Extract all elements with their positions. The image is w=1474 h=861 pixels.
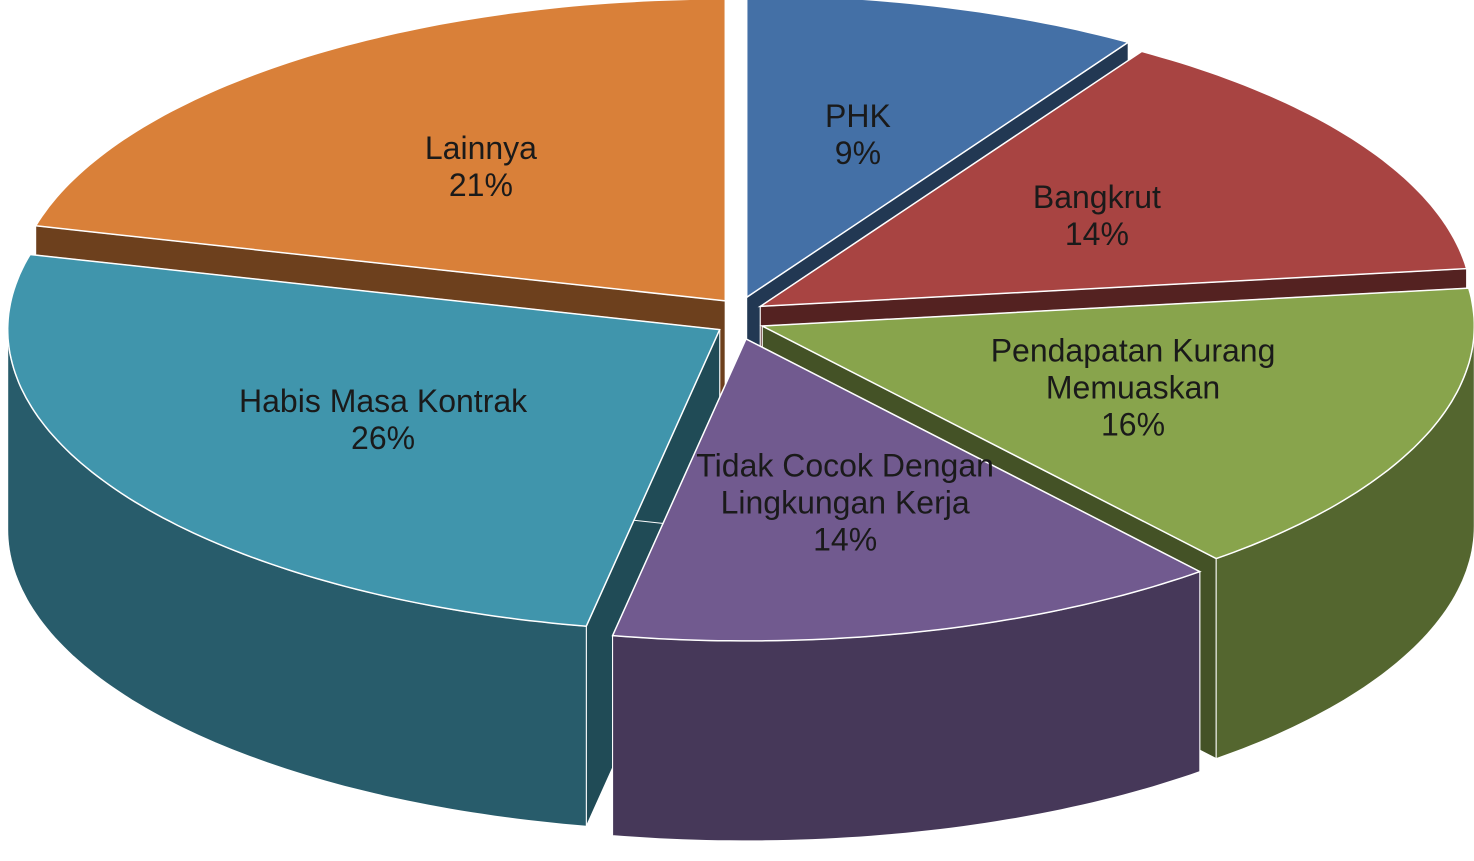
slice — [757, 50, 1468, 308]
value-label: 26% — [351, 420, 416, 457]
value-label: 9% — [834, 134, 882, 171]
slice-label: Lainnya 21% — [351, 130, 611, 204]
value-label: 21% — [448, 167, 513, 204]
slice-label: Bangkrut 14% — [967, 179, 1227, 253]
slice-label: Tidak Cocok Dengan Lingkungan Kerja 14% — [675, 447, 1015, 558]
slice — [6, 253, 721, 627]
slice-label: PHK 9% — [758, 98, 958, 172]
slice-label: Pendapatan Kurang Memuaskan 16% — [958, 333, 1308, 444]
category-label: Habis Masa Kontrak — [239, 383, 528, 420]
slice — [34, 0, 727, 302]
slice — [611, 337, 1202, 642]
category-label: Tidak Cocok Dengan Lingkungan Kerja — [696, 447, 994, 521]
category-label: Pendapatan Kurang Memuaskan — [990, 332, 1276, 406]
slice-label: Habis Masa Kontrak 26% — [203, 383, 563, 457]
value-label: 14% — [1064, 215, 1129, 252]
category-label: Lainnya — [424, 130, 537, 167]
category-label: Bangkrut — [1032, 178, 1161, 215]
slice — [745, 0, 1130, 299]
value-label: 16% — [1101, 406, 1166, 443]
value-label: 14% — [813, 521, 878, 558]
category-label: PHK — [825, 97, 891, 134]
